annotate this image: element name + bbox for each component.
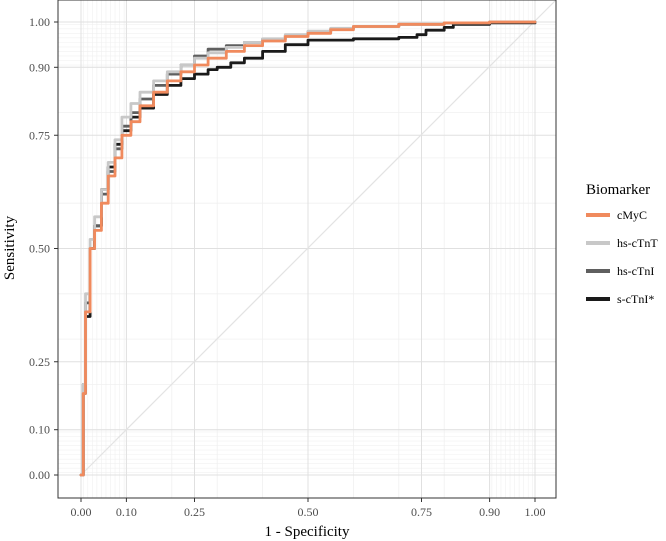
- x-axis-ticks: 0.00 0.10 0.25 0.50 0.75 0.90 1.00: [71, 498, 546, 519]
- x-tick-label: 0.10: [116, 505, 137, 519]
- legend: Biomarker cMyC hs-cTnT hs-cTnI s-cTnI*: [586, 182, 658, 306]
- x-tick-label: 1.00: [525, 505, 546, 519]
- y-axis-title: Sensitivity: [2, 215, 18, 280]
- legend-label: cMyC: [617, 208, 647, 222]
- grid-lines: [58, 0, 556, 498]
- series-line-hs-ctnt: [79, 20, 537, 477]
- y-tick-label: 0.10: [29, 423, 50, 437]
- x-tick-label: 0.75: [411, 505, 432, 519]
- legend-label: s-cTnI*: [617, 292, 654, 306]
- y-axis-ticks: 0.00 0.10 0.25 0.50 0.75 0.90 1.00: [29, 15, 58, 482]
- y-tick-label: 1.00: [29, 15, 50, 29]
- x-tick-label: 0.25: [184, 505, 205, 519]
- reference-diagonal: [80, 0, 557, 476]
- legend-label: hs-cTnT: [617, 236, 658, 250]
- legend-items: cMyC hs-cTnT hs-cTnI s-cTnI*: [586, 208, 658, 306]
- y-tick-label: 0.75: [29, 128, 50, 142]
- x-tick-label: 0.00: [71, 505, 92, 519]
- y-tick-label: 0.00: [29, 468, 50, 482]
- legend-title: Biomarker: [586, 182, 650, 198]
- y-tick-label: 0.50: [29, 242, 50, 256]
- x-tick-label: 0.50: [298, 505, 319, 519]
- series-layer: [79, 20, 537, 477]
- y-tick-label: 0.25: [29, 355, 50, 369]
- series-line-cmyc: [79, 20, 537, 477]
- x-tick-label: 0.90: [479, 505, 500, 519]
- y-tick-label: 0.90: [29, 60, 50, 74]
- legend-label: hs-cTnI: [617, 264, 654, 278]
- x-axis-title: 1 - Specificity: [265, 524, 350, 540]
